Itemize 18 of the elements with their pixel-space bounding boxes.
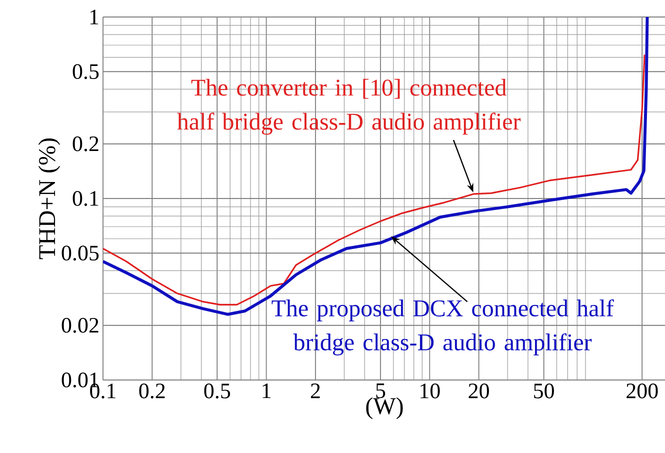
y-tick-label: 0.2 — [72, 136, 98, 152]
x-tick-label: 0.2 — [139, 384, 165, 398]
x-tick-label: 1 — [262, 384, 270, 398]
x-tick-label: 5 — [376, 384, 386, 398]
x-tick-label: 2 — [310, 384, 320, 398]
y-tick-label: 0.05 — [62, 246, 99, 261]
x-axis-title: (W) — [366, 397, 403, 420]
y-axis-title: THD+N (%) — [38, 138, 60, 260]
y-tick-label: 1 — [90, 10, 98, 24]
x-tick-label: 10 — [420, 384, 440, 398]
x-tick-label: 50 — [534, 384, 554, 398]
series-label: The proposed DCX connected half bridge class-D audio amplifier — [272, 299, 614, 356]
x-tick-label: 20 — [468, 384, 489, 398]
x-tick-label: 200 — [626, 384, 658, 398]
x-tick-label: 0.5 — [204, 384, 230, 398]
y-tick-label: 0.02 — [62, 318, 98, 333]
y-tick-label: 0.5 — [72, 64, 99, 80]
y-tick-label: 0.1 — [72, 191, 98, 206]
